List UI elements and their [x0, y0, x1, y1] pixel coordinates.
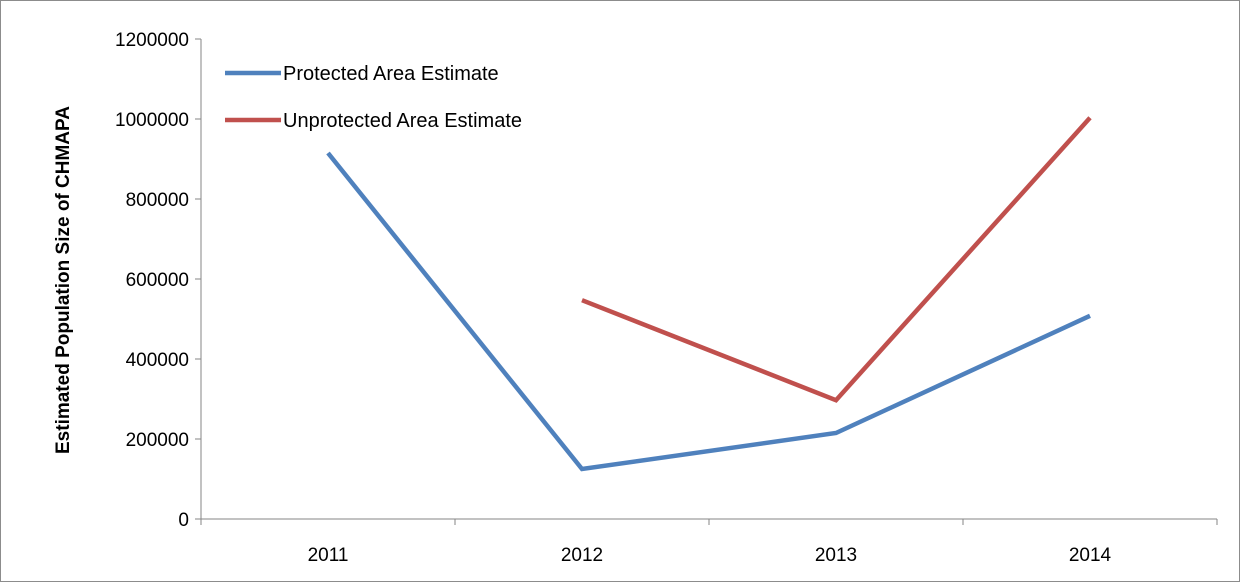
x-tick-label: 2011 — [308, 545, 349, 566]
y-tick-label: 1200000 — [115, 30, 189, 51]
legend-label: Unprotected Area Estimate — [283, 110, 522, 132]
series-line-protected — [326, 151, 1091, 472]
y-tick-label: 400000 — [126, 350, 189, 371]
y-tick-label: 0 — [178, 510, 189, 531]
x-tick-label: 2012 — [561, 545, 603, 566]
x-tick-label: 2013 — [815, 545, 857, 566]
x-axis: 2011 2012 2013 2014 — [200, 518, 1218, 566]
y-tick-label: 600000 — [126, 270, 189, 291]
x-tick-label: 2014 — [1069, 545, 1112, 566]
legend: Protected Area Estimate Unprotected Area … — [225, 63, 522, 132]
legend-label: Protected Area Estimate — [283, 63, 499, 85]
y-axis: 0 200000 400000 600000 800000 1000000 1200000 — [115, 30, 202, 531]
y-tick-label: 200000 — [126, 430, 189, 451]
series-lines — [326, 116, 1092, 472]
y-tick-label: 800000 — [126, 190, 189, 211]
series-line-unprotected — [581, 116, 1092, 403]
y-tick-label: 1000000 — [115, 110, 189, 131]
y-axis-title: Estimated Population Size of CHMAPA — [53, 106, 74, 454]
